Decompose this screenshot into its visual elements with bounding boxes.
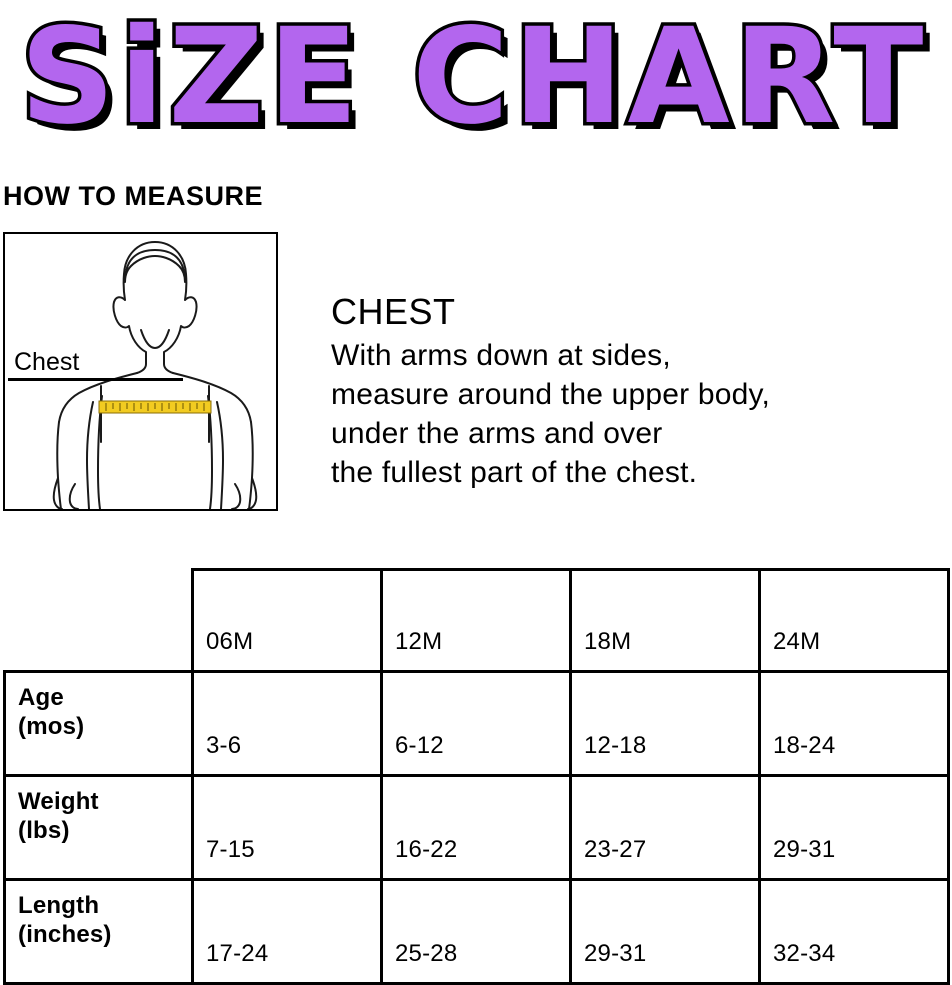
jaw-line bbox=[140, 329, 170, 349]
row-label-age-unit: (mos) bbox=[18, 713, 85, 740]
cell-length-24m: 32-34 bbox=[758, 878, 950, 985]
chest-description-line-3: under the arms and over bbox=[331, 417, 663, 450]
chest-description-text: With arms down at sides, measure around … bbox=[331, 336, 941, 492]
row-label-age-main: Age bbox=[18, 684, 64, 711]
torso-left-side bbox=[97, 395, 103, 509]
row-label-weight-main: Weight bbox=[18, 788, 99, 815]
left-arm-outer bbox=[56, 421, 62, 509]
table-header-06m: 06M bbox=[191, 568, 383, 673]
table-header-24m: 24M bbox=[758, 568, 950, 673]
left-shoulder bbox=[58, 372, 138, 423]
head-left-outline bbox=[112, 241, 156, 374]
cell-length-18m: 29-31 bbox=[569, 878, 761, 985]
row-label-age: Age (mos) bbox=[3, 670, 194, 777]
cell-weight-06m: 7-15 bbox=[191, 774, 383, 881]
table-corner-cell bbox=[5, 570, 193, 672]
size-chart-title-artwork: .ttl-text { font-family: "DejaVu Sans", … bbox=[17, 0, 934, 161]
measuring-tape bbox=[98, 400, 212, 414]
cell-weight-18m: 23-27 bbox=[569, 774, 761, 881]
title-fill-layer: SiZE CHART bbox=[20, 0, 927, 154]
size-table: 06M 12M 18M 24M Age (mos) 3-6 6-12 12-18… bbox=[3, 568, 950, 985]
row-label-length-unit: (inches) bbox=[18, 921, 112, 948]
table-row: Weight (lbs) 7-15 16-22 23-27 29-31 bbox=[3, 774, 950, 881]
chest-description-section: CHEST With arms down at sides, measure a… bbox=[331, 290, 941, 492]
table-row: Age (mos) 3-6 6-12 12-18 18-24 bbox=[3, 670, 950, 777]
table-header-12m: 12M bbox=[380, 568, 572, 673]
title-shadow-layer: SiZE CHART bbox=[27, 7, 934, 161]
right-arm-inner bbox=[216, 401, 224, 509]
row-label-weight: Weight (lbs) bbox=[3, 774, 194, 881]
chest-callout-leader-line bbox=[8, 378, 183, 381]
right-hand-thumb bbox=[231, 483, 242, 509]
cell-weight-24m: 29-31 bbox=[758, 774, 950, 881]
table-header-row: 06M 12M 18M 24M bbox=[5, 568, 950, 673]
cell-age-06m: 3-6 bbox=[191, 670, 383, 777]
chest-description-line-1: With arms down at sides, bbox=[331, 339, 671, 372]
size-table-container: 06M 12M 18M 24M Age (mos) 3-6 6-12 12-18… bbox=[3, 568, 950, 985]
head-right-outline bbox=[154, 241, 198, 374]
table-header-18m: 18M bbox=[569, 568, 761, 673]
cell-age-18m: 12-18 bbox=[569, 670, 761, 777]
left-hand bbox=[52, 477, 63, 509]
left-hand-thumb bbox=[68, 483, 79, 509]
chest-description-line-4: the fullest part of the chest. bbox=[331, 456, 698, 489]
cell-age-12m: 6-12 bbox=[380, 670, 572, 777]
measurement-figure-box bbox=[3, 232, 278, 511]
right-arm-outer bbox=[248, 421, 254, 509]
torso-right-side bbox=[207, 395, 213, 509]
table-row: Length (inches) 17-24 25-28 29-31 32-34 bbox=[3, 878, 950, 985]
row-label-weight-unit: (lbs) bbox=[18, 817, 70, 844]
cell-age-24m: 18-24 bbox=[758, 670, 950, 777]
size-chart-title: .ttl-text { font-family: "DejaVu Sans", … bbox=[0, 0, 952, 165]
hair-outline bbox=[124, 249, 186, 283]
chest-description-line-2: measure around the upper body, bbox=[331, 378, 771, 411]
right-hand bbox=[247, 477, 258, 509]
left-arm-inner bbox=[86, 401, 94, 509]
row-label-length: Length (inches) bbox=[3, 878, 194, 985]
cell-length-06m: 17-24 bbox=[191, 878, 383, 985]
how-to-measure-heading: HOW TO MEASURE bbox=[3, 181, 264, 211]
body-figure-illustration bbox=[52, 241, 258, 509]
cell-weight-12m: 16-22 bbox=[380, 774, 572, 881]
row-label-length-main: Length bbox=[18, 892, 100, 919]
chest-callout-label: Chest bbox=[14, 348, 80, 376]
cell-length-12m: 25-28 bbox=[380, 878, 572, 985]
chest-heading: CHEST bbox=[331, 291, 456, 332]
right-shoulder bbox=[172, 372, 252, 423]
